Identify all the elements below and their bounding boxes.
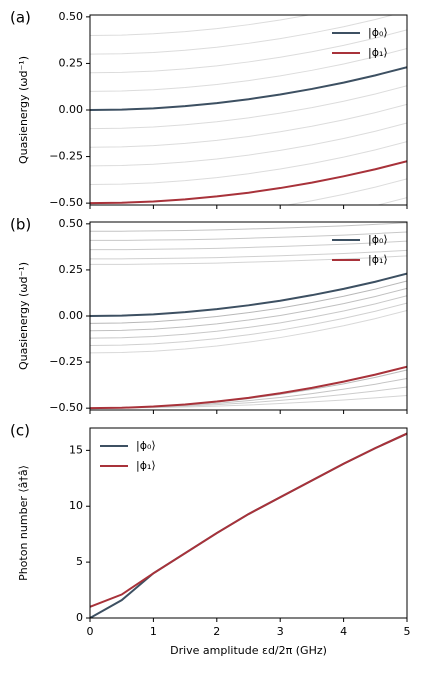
axes-frame <box>89 221 408 411</box>
background-line <box>90 302 407 346</box>
x-axis-label: Drive amplitude εd/2π (GHz) <box>170 644 327 657</box>
background-line <box>90 255 407 265</box>
axes-frame <box>89 14 408 206</box>
background-line <box>90 377 407 409</box>
plot-area <box>90 432 407 618</box>
y-tick-label: 0.50 <box>59 10 84 23</box>
panel-label: (a) <box>10 9 31 27</box>
legend-label: |ϕ₁⟩ <box>368 253 388 266</box>
background-line <box>90 309 407 354</box>
y-axis-label: Photon number ⟨â†â⟩ <box>17 465 30 581</box>
y-tick-label: 5 <box>76 555 83 568</box>
legend-label: |ϕ₀⟩ <box>136 439 156 452</box>
y-tick-label: −0.50 <box>49 401 83 414</box>
y-axis-label: Quasienergy (ωd⁻¹) <box>17 262 30 370</box>
background-line <box>90 287 407 332</box>
x-tick-label: 4 <box>340 625 347 638</box>
legend-label: |ϕ₀⟩ <box>368 26 388 39</box>
y-tick-label: 15 <box>69 443 83 456</box>
x-tick-label: 0 <box>87 625 94 638</box>
y-tick-label: 0 <box>76 611 83 624</box>
legend-label: |ϕ₁⟩ <box>136 459 156 472</box>
background-line <box>90 141 407 186</box>
series-line <box>90 365 407 410</box>
x-tick-label: 2 <box>213 625 220 638</box>
background-line <box>90 295 407 339</box>
background-line <box>90 231 407 241</box>
y-tick-label: −0.25 <box>49 355 83 368</box>
y-tick-label: 10 <box>69 499 83 512</box>
plot-area <box>90 15 407 205</box>
y-tick-label: 0.00 <box>59 309 84 322</box>
axes-frame <box>89 427 408 619</box>
background-line <box>90 15 312 36</box>
background-line <box>90 103 407 148</box>
y-tick-label: −0.50 <box>49 196 83 209</box>
background-line <box>90 249 407 260</box>
background-line <box>90 240 407 251</box>
y-axis-label: Quasienergy (ωd⁻¹) <box>17 56 30 164</box>
background-line <box>90 222 407 232</box>
y-tick-label: 0.00 <box>59 103 84 116</box>
panel-label: (c) <box>10 422 30 440</box>
plot-area <box>90 222 407 410</box>
y-tick-label: 0.50 <box>59 217 84 230</box>
background-line <box>284 178 407 205</box>
y-tick-label: −0.25 <box>49 150 83 163</box>
x-tick-label: 1 <box>150 625 157 638</box>
background-line <box>90 29 407 74</box>
background-line <box>90 280 407 324</box>
x-tick-label: 5 <box>404 625 411 638</box>
series-line <box>90 272 407 317</box>
panel-label: (b) <box>10 216 31 234</box>
background-line <box>90 15 395 55</box>
background-line <box>90 122 407 167</box>
series-line <box>90 66 407 111</box>
background-line <box>90 48 407 92</box>
y-tick-label: 0.25 <box>59 263 84 276</box>
series-line <box>90 432 407 608</box>
legend-label: |ϕ₁⟩ <box>368 46 388 59</box>
series-line <box>90 160 407 205</box>
legend-label: |ϕ₀⟩ <box>368 233 388 246</box>
y-tick-label: 0.25 <box>59 56 84 69</box>
background-line <box>90 85 407 130</box>
x-tick-label: 3 <box>277 625 284 638</box>
